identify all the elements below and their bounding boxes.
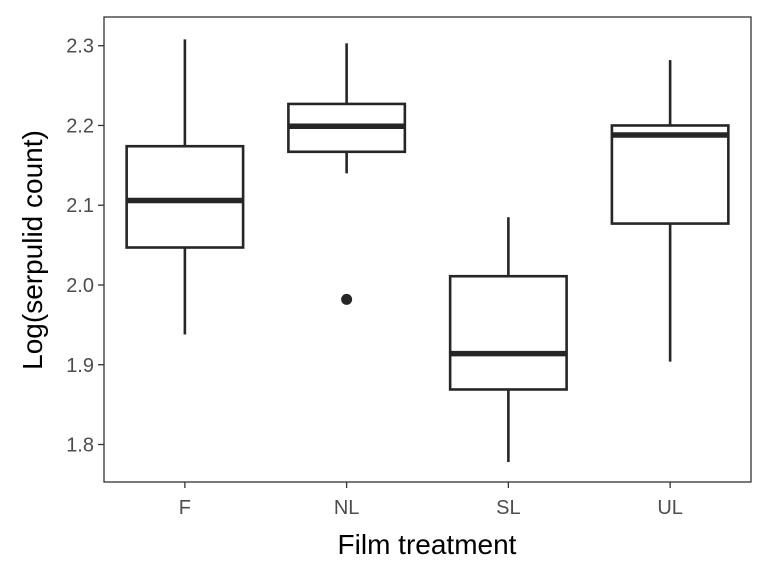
iqr-box xyxy=(448,274,568,391)
box-nl xyxy=(287,43,407,305)
y-tick-label: 2.1 xyxy=(66,195,94,217)
y-tick-label: 1.9 xyxy=(66,355,94,377)
x-axis: F NL SL UL xyxy=(179,482,683,519)
y-tick-label: 2.3 xyxy=(66,36,94,58)
iqr-box xyxy=(125,144,245,249)
y-tick-label: 2.0 xyxy=(66,275,94,297)
y-tick-label: 2.2 xyxy=(66,115,94,137)
x-tick-label: F xyxy=(179,497,191,519)
y-tick-label: 1.8 xyxy=(66,435,94,457)
y-axis: 1.8 1.9 2.0 2.1 2.2 2.3 xyxy=(66,36,104,457)
plot-panel xyxy=(103,16,752,483)
iqr-box xyxy=(610,124,730,225)
box-sl xyxy=(448,217,568,463)
outlier-point xyxy=(341,293,353,305)
box-f xyxy=(125,39,245,335)
boxes-layer xyxy=(125,39,730,463)
y-axis-title: Log(serpulid count) xyxy=(17,130,48,370)
x-tick-label: UL xyxy=(657,497,683,519)
box-ul xyxy=(610,60,730,362)
x-axis-title: Film treatment xyxy=(338,529,517,560)
x-tick-label: SL xyxy=(496,497,520,519)
x-tick-label: NL xyxy=(334,497,360,519)
